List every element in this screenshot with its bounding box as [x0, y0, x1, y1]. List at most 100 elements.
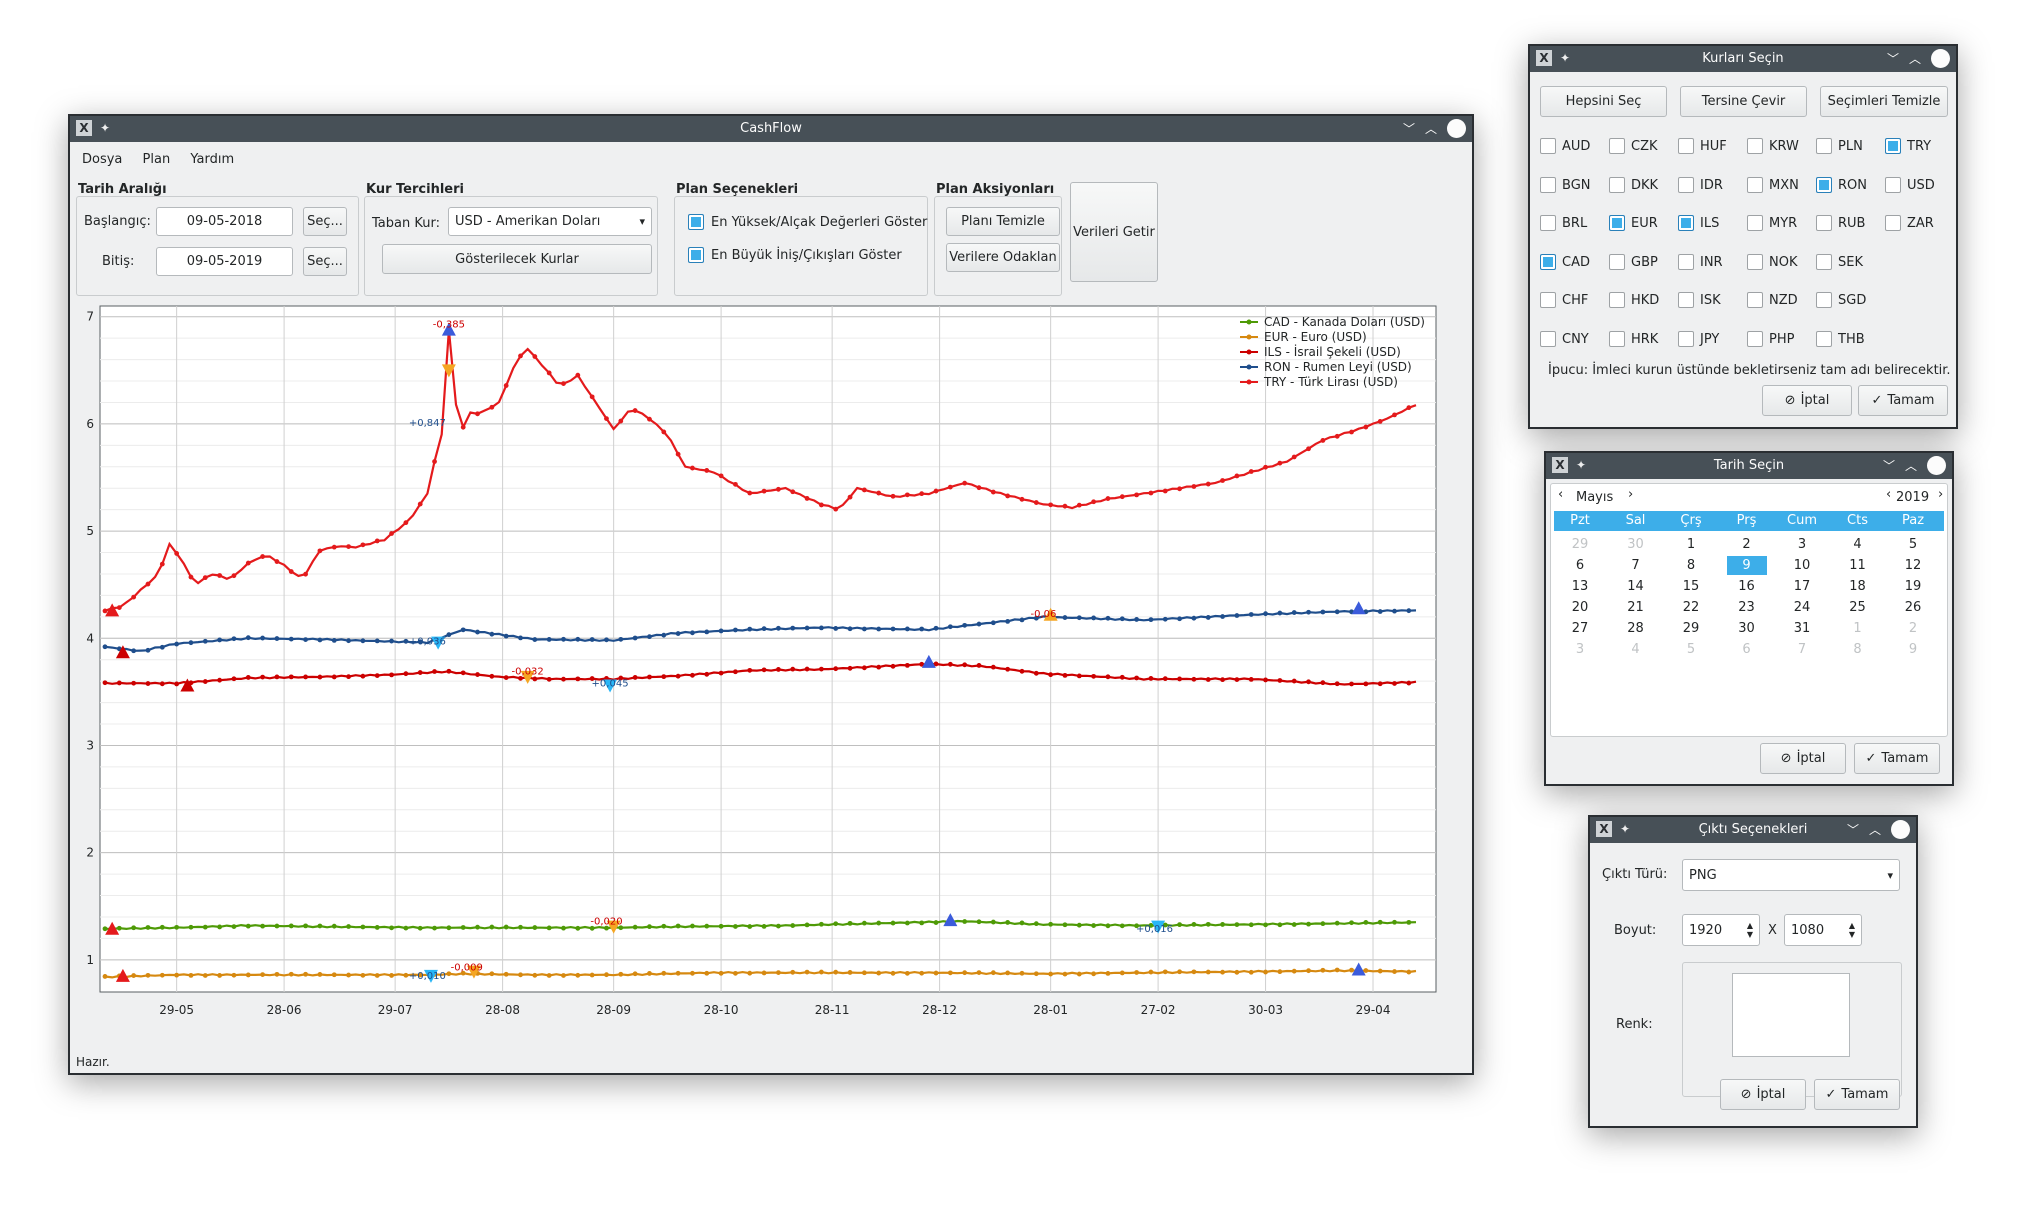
- rates-titlebar[interactable]: X ✦ Kurları Seçin ﹀ ︿ ✕: [1530, 46, 1956, 72]
- date-ok-button[interactable]: ✓ Tamam: [1854, 743, 1940, 774]
- calendar-day[interactable]: 17: [1793, 579, 1811, 594]
- start-pick-button[interactable]: Seç...: [303, 207, 347, 236]
- invert-selection-button[interactable]: Tersine Çevir: [1680, 86, 1807, 117]
- menu-plan[interactable]: Plan: [142, 152, 171, 167]
- calendar-day[interactable]: 8: [1853, 642, 1862, 657]
- start-date-field[interactable]: 09-05-2018: [156, 207, 293, 236]
- currency-checkbox-chf[interactable]: [1540, 292, 1556, 308]
- currency-checkbox-gbp[interactable]: [1609, 253, 1625, 270]
- currency-checkbox-nok[interactable]: [1747, 253, 1763, 270]
- calendar-day[interactable]: 20: [1571, 600, 1589, 615]
- prev-year-icon[interactable]: ‹: [1886, 487, 1892, 502]
- currency-checkbox-cad[interactable]: [1540, 253, 1556, 270]
- calendar-day[interactable]: 16: [1738, 579, 1755, 594]
- show-extremes-checkbox[interactable]: [688, 214, 704, 230]
- calendar-day[interactable]: 2: [1908, 621, 1918, 636]
- calendar-day[interactable]: 8: [1686, 558, 1696, 573]
- date-cancel-button[interactable]: ⊘ İptal: [1760, 743, 1846, 774]
- calendar-day[interactable]: 1: [1686, 537, 1696, 552]
- next-year-icon[interactable]: ›: [1938, 487, 1944, 502]
- calendar-day[interactable]: 21: [1627, 600, 1644, 615]
- clear-plan-button[interactable]: Planı Temizle: [946, 207, 1060, 236]
- prev-month-icon[interactable]: ‹: [1558, 487, 1564, 502]
- maximize-icon[interactable]: ︿: [1868, 823, 1881, 837]
- calendar-day[interactable]: 4: [1631, 642, 1640, 657]
- calendar-day[interactable]: 9: [1726, 556, 1767, 575]
- currency-checkbox-mxn[interactable]: [1747, 176, 1763, 193]
- calendar-day[interactable]: 3: [1575, 642, 1585, 657]
- calendar-day[interactable]: 19: [1904, 579, 1922, 594]
- currency-checkbox-pln[interactable]: [1816, 138, 1832, 154]
- calendar-day[interactable]: 9: [1908, 642, 1918, 657]
- end-pick-button[interactable]: Seç...: [303, 247, 347, 276]
- menu-file[interactable]: Dosya: [82, 152, 123, 167]
- calendar-day[interactable]: 1: [1853, 621, 1862, 636]
- currency-checkbox-ils[interactable]: [1678, 215, 1694, 231]
- calendar-day[interactable]: 6: [1575, 558, 1585, 573]
- calendar-day[interactable]: 30: [1738, 621, 1755, 636]
- date-titlebar[interactable]: X ✦ Tarih Seçin ﹀ ︿ ✕: [1546, 453, 1952, 479]
- close-icon[interactable]: ✕: [1927, 456, 1946, 475]
- currency-checkbox-hkd[interactable]: [1609, 292, 1625, 308]
- currency-checkbox-huf[interactable]: [1678, 138, 1694, 154]
- calendar-day[interactable]: 24: [1793, 600, 1811, 615]
- pin-icon[interactable]: ✦: [1560, 51, 1571, 65]
- maximize-icon[interactable]: ︿: [1908, 52, 1921, 66]
- output-titlebar[interactable]: X ✦ Çıktı Seçenekleri ﹀ ︿ ✕: [1590, 817, 1916, 843]
- month-label[interactable]: Mayıs: [1576, 490, 1614, 505]
- currency-checkbox-idr[interactable]: [1678, 176, 1694, 193]
- currency-checkbox-brl[interactable]: [1540, 215, 1556, 231]
- calendar-day[interactable]: 11: [1849, 558, 1866, 573]
- calendar-day[interactable]: 13: [1571, 579, 1589, 594]
- calendar-day[interactable]: 10: [1793, 558, 1811, 573]
- calendar-day[interactable]: 5: [1686, 642, 1696, 657]
- currency-checkbox-php[interactable]: [1747, 330, 1763, 347]
- calendar-day[interactable]: 31: [1793, 621, 1811, 636]
- width-spinbox[interactable]: 1920 ▲ ▼: [1682, 914, 1760, 946]
- calendar-day[interactable]: 6: [1742, 642, 1751, 657]
- end-date-field[interactable]: 09-05-2019: [156, 247, 293, 276]
- currency-checkbox-dkk[interactable]: [1609, 176, 1625, 193]
- maximize-icon[interactable]: ︿: [1904, 459, 1917, 473]
- calendar-day[interactable]: 26: [1904, 600, 1922, 615]
- menu-help[interactable]: Yardım: [190, 152, 235, 167]
- pin-icon[interactable]: ✦: [1620, 822, 1631, 836]
- calendar-day[interactable]: 7: [1797, 642, 1807, 657]
- currency-checkbox-jpy[interactable]: [1678, 330, 1694, 347]
- calendar-day[interactable]: 29: [1682, 621, 1700, 636]
- close-icon[interactable]: ✕: [1891, 820, 1910, 839]
- show-rates-button[interactable]: Gösterilecek Kurlar: [382, 244, 652, 274]
- currency-checkbox-cny[interactable]: [1540, 330, 1556, 347]
- currency-checkbox-ron[interactable]: [1816, 176, 1832, 193]
- currency-checkbox-zar[interactable]: [1885, 215, 1901, 231]
- currency-checkbox-czk[interactable]: [1609, 138, 1625, 154]
- calendar-day[interactable]: 28: [1627, 621, 1644, 636]
- currency-checkbox-rub[interactable]: [1816, 215, 1832, 231]
- color-swatch[interactable]: [1732, 973, 1850, 1057]
- currency-checkbox-myr[interactable]: [1747, 215, 1763, 231]
- pin-icon[interactable]: ✦: [100, 121, 111, 135]
- currency-checkbox-nzd[interactable]: [1747, 292, 1763, 308]
- fetch-data-button[interactable]: Verileri Getir: [1070, 182, 1158, 282]
- minimize-icon[interactable]: ﹀: [1402, 122, 1415, 136]
- base-currency-select[interactable]: USD - Amerikan Doları ▾: [448, 207, 652, 236]
- height-spinbox[interactable]: 1080 ▲ ▼: [1784, 914, 1862, 946]
- rates-cancel-button[interactable]: ⊘ İptal: [1762, 385, 1852, 416]
- calendar-day[interactable]: 23: [1738, 600, 1755, 615]
- next-month-icon[interactable]: ›: [1628, 487, 1634, 502]
- calendar-day[interactable]: 30: [1627, 537, 1644, 552]
- spin-arrows-icon[interactable]: ▲ ▼: [1848, 921, 1855, 939]
- currency-checkbox-thb[interactable]: [1816, 330, 1832, 347]
- calendar-day[interactable]: 18: [1849, 579, 1866, 594]
- calendar-day[interactable]: 25: [1849, 600, 1866, 615]
- close-icon[interactable]: ✕: [1931, 49, 1950, 68]
- main-titlebar[interactable]: X ✦ CashFlow ﹀ ︿ ✕: [70, 116, 1472, 142]
- calendar-day[interactable]: 4: [1853, 537, 1862, 552]
- output-ok-button[interactable]: ✓ Tamam: [1814, 1079, 1900, 1110]
- currency-checkbox-aud[interactable]: [1540, 138, 1556, 154]
- calendar-day[interactable]: 7: [1631, 558, 1640, 573]
- currency-checkbox-isk[interactable]: [1678, 292, 1694, 308]
- currency-checkbox-krw[interactable]: [1747, 138, 1763, 154]
- calendar-day[interactable]: 29: [1571, 537, 1589, 552]
- minimize-icon[interactable]: ﹀: [1882, 459, 1895, 473]
